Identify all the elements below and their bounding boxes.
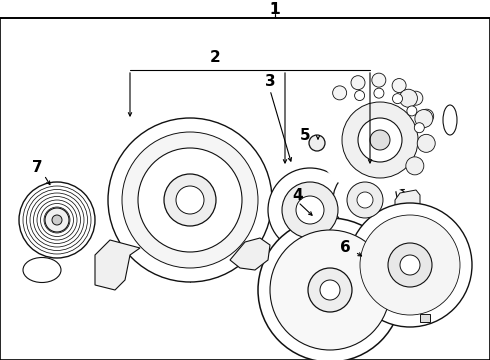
Circle shape: [400, 255, 420, 275]
Text: 5: 5: [300, 127, 310, 143]
Circle shape: [320, 280, 340, 300]
Polygon shape: [420, 314, 430, 322]
Polygon shape: [413, 235, 445, 239]
Circle shape: [415, 123, 424, 133]
Text: 7: 7: [32, 161, 42, 175]
Polygon shape: [395, 190, 420, 214]
Text: 4: 4: [293, 188, 303, 202]
Circle shape: [308, 268, 352, 312]
Text: 6: 6: [340, 240, 350, 256]
Circle shape: [347, 182, 383, 218]
Polygon shape: [95, 240, 140, 290]
Circle shape: [407, 106, 417, 116]
Circle shape: [164, 174, 216, 226]
Polygon shape: [413, 245, 445, 249]
Circle shape: [45, 208, 69, 232]
Circle shape: [176, 186, 204, 214]
Polygon shape: [342, 241, 370, 279]
Polygon shape: [413, 250, 445, 254]
Polygon shape: [400, 235, 430, 270]
Circle shape: [348, 203, 472, 327]
Circle shape: [309, 135, 325, 151]
Text: 3: 3: [265, 75, 275, 90]
Circle shape: [355, 90, 365, 100]
Circle shape: [392, 94, 402, 104]
Circle shape: [296, 196, 324, 224]
Text: 2: 2: [210, 50, 220, 66]
Circle shape: [388, 243, 432, 287]
Circle shape: [19, 182, 95, 258]
Circle shape: [406, 157, 424, 175]
Circle shape: [374, 88, 384, 98]
Circle shape: [342, 102, 418, 178]
Circle shape: [333, 168, 397, 232]
Polygon shape: [230, 238, 270, 270]
Circle shape: [409, 91, 423, 105]
Circle shape: [315, 75, 435, 195]
Circle shape: [370, 130, 390, 150]
Circle shape: [357, 192, 373, 208]
Circle shape: [358, 118, 402, 162]
Text: 1: 1: [270, 1, 280, 17]
Ellipse shape: [23, 257, 61, 283]
Circle shape: [52, 215, 62, 225]
Text: 1: 1: [270, 1, 280, 17]
Circle shape: [138, 148, 242, 252]
Circle shape: [270, 230, 390, 350]
Circle shape: [399, 89, 417, 107]
Circle shape: [392, 78, 406, 93]
Circle shape: [417, 134, 435, 152]
Circle shape: [360, 215, 460, 315]
Circle shape: [268, 168, 352, 252]
Polygon shape: [413, 240, 445, 244]
Circle shape: [108, 118, 272, 282]
Circle shape: [258, 218, 402, 360]
Circle shape: [351, 76, 365, 90]
Circle shape: [282, 182, 338, 238]
Circle shape: [333, 86, 346, 100]
Circle shape: [372, 73, 386, 87]
Circle shape: [415, 109, 433, 127]
Circle shape: [122, 132, 258, 268]
Circle shape: [419, 109, 434, 123]
Polygon shape: [360, 218, 410, 248]
